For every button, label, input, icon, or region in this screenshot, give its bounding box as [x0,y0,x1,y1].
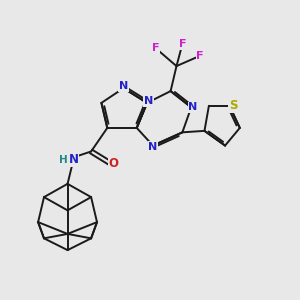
Text: N: N [188,102,197,112]
Text: O: O [108,157,118,170]
Text: N: N [68,153,78,166]
Text: F: F [196,51,204,61]
Text: N: N [148,142,158,152]
Text: N: N [144,96,153,106]
Text: N: N [119,81,128,91]
Text: S: S [229,99,237,112]
Text: F: F [178,39,186,49]
Text: H: H [59,155,68,165]
Text: F: F [152,44,160,53]
